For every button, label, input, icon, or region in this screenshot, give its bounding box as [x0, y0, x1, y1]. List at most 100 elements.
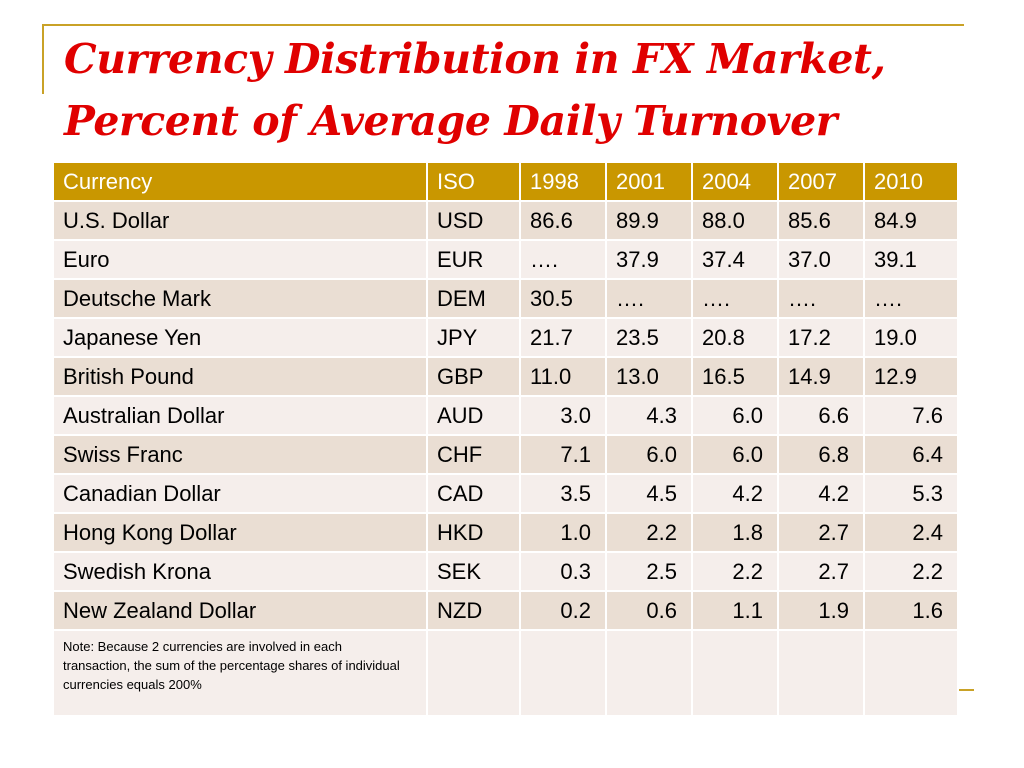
cell-value: 20.8 [691, 317, 779, 358]
header-2010: 2010 [863, 161, 959, 202]
cell-value: 7.1 [519, 434, 607, 475]
cell-iso: HKD [426, 512, 521, 553]
table-note-row: Note: Because 2 currencies are involved … [52, 629, 959, 717]
table-row: Canadian Dollar CAD 3.5 4.5 4.2 4.2 5.3 [52, 473, 959, 514]
empty-cell [426, 629, 521, 717]
cell-value: 6.8 [777, 434, 865, 475]
cell-value: 1.6 [863, 590, 959, 631]
cell-currency: Swiss Franc [52, 434, 428, 475]
header-2007: 2007 [777, 161, 865, 202]
table-row: Swedish Krona SEK 0.3 2.5 2.2 2.7 2.2 [52, 551, 959, 592]
cell-value: 14.9 [777, 356, 865, 397]
empty-cell [519, 629, 607, 717]
cell-value: 1.1 [691, 590, 779, 631]
cell-value: 6.0 [691, 395, 779, 436]
cell-value: 2.2 [605, 512, 693, 553]
cell-value: 19.0 [863, 317, 959, 358]
cell-value: 0.6 [605, 590, 693, 631]
cell-value: 6.0 [605, 434, 693, 475]
empty-cell [691, 629, 779, 717]
cell-iso: AUD [426, 395, 521, 436]
table-row: Swiss Franc CHF 7.1 6.0 6.0 6.8 6.4 [52, 434, 959, 475]
cell-value: 4.2 [691, 473, 779, 514]
cell-currency: Australian Dollar [52, 395, 428, 436]
cell-value: 2.7 [777, 512, 865, 553]
cell-value: 7.6 [863, 395, 959, 436]
table-row: U.S. Dollar USD 86.6 89.9 88.0 85.6 84.9 [52, 200, 959, 241]
cell-iso: CHF [426, 434, 521, 475]
cell-value: 13.0 [605, 356, 693, 397]
cell-value: 6.4 [863, 434, 959, 475]
cell-value: 5.3 [863, 473, 959, 514]
header-iso: ISO [426, 161, 521, 202]
cell-value: 89.9 [605, 200, 693, 241]
cell-value: 0.2 [519, 590, 607, 631]
cell-iso: JPY [426, 317, 521, 358]
cell-value: 23.5 [605, 317, 693, 358]
table-row: British Pound GBP 11.0 13.0 16.5 14.9 12… [52, 356, 959, 397]
cell-currency: Euro [52, 239, 428, 280]
table-row: Deutsche Mark DEM 30.5 …. …. …. …. [52, 278, 959, 319]
cell-value: 88.0 [691, 200, 779, 241]
cell-value: …. [691, 278, 779, 319]
cell-currency: British Pound [52, 356, 428, 397]
cell-value: 37.9 [605, 239, 693, 280]
cell-iso: GBP [426, 356, 521, 397]
cell-value: 37.0 [777, 239, 865, 280]
cell-value: 11.0 [519, 356, 607, 397]
cell-value: 39.1 [863, 239, 959, 280]
empty-cell [605, 629, 693, 717]
cell-value: 2.5 [605, 551, 693, 592]
cell-value: 2.7 [777, 551, 865, 592]
table-row: Euro EUR …. 37.9 37.4 37.0 39.1 [52, 239, 959, 280]
cell-value: 4.2 [777, 473, 865, 514]
cell-currency: New Zealand Dollar [52, 590, 428, 631]
cell-value: 6.0 [691, 434, 779, 475]
table-row: New Zealand Dollar NZD 0.2 0.6 1.1 1.9 1… [52, 590, 959, 631]
cell-value: 2.4 [863, 512, 959, 553]
cell-value: 30.5 [519, 278, 607, 319]
cell-value: 4.5 [605, 473, 693, 514]
cell-value: 21.7 [519, 317, 607, 358]
empty-cell [863, 629, 959, 717]
cell-value: …. [777, 278, 865, 319]
cell-value: 0.3 [519, 551, 607, 592]
cell-iso: EUR [426, 239, 521, 280]
cell-value: 4.3 [605, 395, 693, 436]
decorative-top-rule [42, 24, 964, 26]
cell-value: 85.6 [777, 200, 865, 241]
slide-title-line-2: Percent of Average Daily Turnover [64, 97, 837, 145]
cell-value: 86.6 [519, 200, 607, 241]
cell-iso: NZD [426, 590, 521, 631]
cell-currency: Swedish Krona [52, 551, 428, 592]
cell-value: …. [863, 278, 959, 319]
cell-value: …. [519, 239, 607, 280]
slide-title-line-1: Currency Distribution in FX Market, [64, 35, 886, 83]
cell-currency: Hong Kong Dollar [52, 512, 428, 553]
cell-value: 16.5 [691, 356, 779, 397]
cell-value: 17.2 [777, 317, 865, 358]
decorative-right-rule [956, 689, 974, 691]
empty-cell [777, 629, 865, 717]
cell-iso: USD [426, 200, 521, 241]
cell-value: 1.0 [519, 512, 607, 553]
cell-value: 37.4 [691, 239, 779, 280]
cell-iso: DEM [426, 278, 521, 319]
decorative-left-rule [42, 24, 44, 94]
header-2004: 2004 [691, 161, 779, 202]
table-header-row: Currency ISO 1998 2001 2004 2007 2010 [52, 161, 959, 202]
cell-currency: U.S. Dollar [52, 200, 428, 241]
header-1998: 1998 [519, 161, 607, 202]
slide-title: Currency Distribution in FX Market, Perc… [64, 28, 984, 152]
cell-value: 6.6 [777, 395, 865, 436]
cell-value: …. [605, 278, 693, 319]
table-note: Note: Because 2 currencies are involved … [52, 629, 428, 717]
cell-value: 12.9 [863, 356, 959, 397]
cell-value: 2.2 [691, 551, 779, 592]
cell-value: 1.8 [691, 512, 779, 553]
table-row: Australian Dollar AUD 3.0 4.3 6.0 6.6 7.… [52, 395, 959, 436]
cell-value: 3.5 [519, 473, 607, 514]
currency-distribution-table: Currency ISO 1998 2001 2004 2007 2010 U.… [52, 161, 959, 717]
cell-currency: Canadian Dollar [52, 473, 428, 514]
cell-value: 2.2 [863, 551, 959, 592]
